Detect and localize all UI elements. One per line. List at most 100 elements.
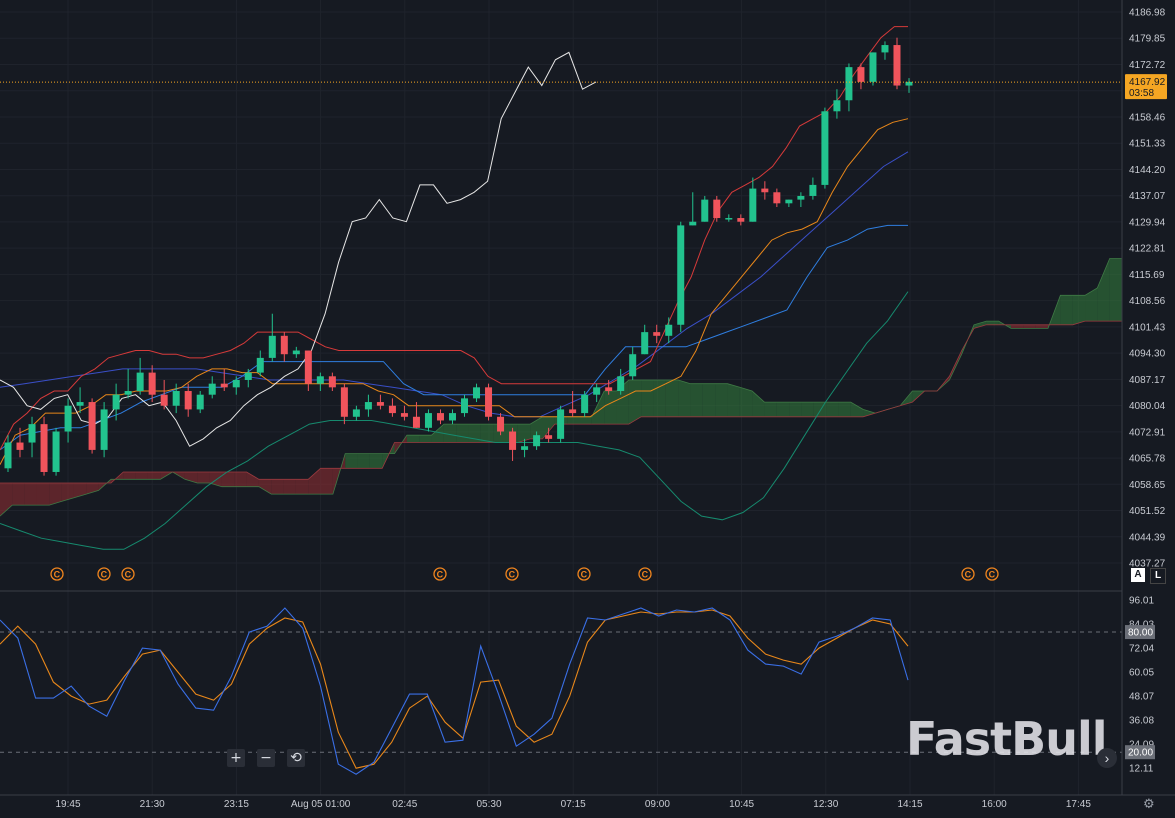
candle-body <box>713 199 721 219</box>
candle-body <box>100 409 108 450</box>
oscillator-tick-label: 12.11 <box>1129 764 1154 775</box>
oscillator-level-label: 80.00 <box>1128 628 1153 639</box>
candle-body <box>785 199 793 204</box>
candle-body <box>497 416 505 432</box>
auto-scale-button[interactable]: A <box>1131 568 1145 582</box>
candle-body <box>76 402 84 406</box>
zoom-in-button[interactable]: + <box>227 749 245 767</box>
candle-body <box>689 221 697 226</box>
candle-body <box>773 192 781 204</box>
candle-body <box>220 383 228 388</box>
candle-body <box>797 195 805 200</box>
candle-body <box>761 188 769 193</box>
event-marker-label: C <box>642 570 649 580</box>
candle-body <box>28 424 36 443</box>
gear-icon[interactable]: ⚙ <box>1143 796 1155 811</box>
price-tick-label: 4122.81 <box>1129 244 1166 255</box>
candle-body <box>16 442 24 450</box>
cloud-segment <box>221 471 235 487</box>
event-marker-icon <box>985 567 999 581</box>
cloud-segment <box>739 387 753 417</box>
cloud-segment <box>357 453 370 469</box>
scroll-right-button[interactable]: › <box>1097 748 1117 768</box>
candle-body <box>256 357 264 373</box>
price-tick-label: 4151.33 <box>1129 139 1166 150</box>
cloud-span-b-line <box>0 320 1122 484</box>
cloud-segment <box>197 471 210 484</box>
time-tick-label: 19:45 <box>55 799 80 810</box>
time-tick-label: 09:00 <box>645 799 670 810</box>
candle-body <box>545 435 553 439</box>
candle-body <box>701 199 709 222</box>
cloud-segment <box>369 453 383 469</box>
candle-body <box>509 431 517 450</box>
time-tick-label: 21:30 <box>140 799 165 810</box>
candle-body <box>232 379 240 388</box>
time-tick-label: 02:45 <box>392 799 417 810</box>
navy-line <box>0 151 909 418</box>
cloud-segment <box>406 435 420 443</box>
cloud-segment <box>1072 295 1086 325</box>
candle-body <box>617 376 625 392</box>
candle-body <box>88 402 96 450</box>
cloud-span-a-line <box>0 258 1122 517</box>
candle-body <box>328 376 336 388</box>
time-tick-label: 07:15 <box>561 799 586 810</box>
cloud-segment <box>283 479 296 495</box>
oscillator-tick-label: 24.09 <box>1129 740 1154 751</box>
candle-body <box>845 67 853 101</box>
price-tick-label: 4101.43 <box>1129 322 1166 333</box>
candle-body <box>581 394 589 414</box>
event-marker-icon <box>638 567 652 581</box>
reset-chart-button[interactable]: ⟲ <box>287 749 305 767</box>
cloud-segment <box>345 453 358 469</box>
candle-body <box>569 409 577 414</box>
candle-body <box>364 402 372 410</box>
candle-body <box>376 402 384 406</box>
log-scale-button[interactable]: L <box>1150 568 1166 584</box>
price-tick-label: 4186.98 <box>1129 8 1166 19</box>
cloud-segment <box>12 483 25 506</box>
price-tick-label: 4108.56 <box>1129 296 1166 307</box>
candle-body <box>352 409 360 417</box>
price-tick-label: 4037.27 <box>1129 559 1166 570</box>
cloud-segment <box>1097 258 1110 322</box>
candle-body <box>461 398 469 414</box>
time-tick-label: 17:45 <box>1066 799 1091 810</box>
cloud-segment <box>727 383 740 417</box>
candle-body <box>4 442 12 469</box>
cloud-segment <box>36 483 50 506</box>
candle-body <box>905 81 913 86</box>
candle-body <box>388 405 396 414</box>
candle-body <box>605 387 613 392</box>
candle-body <box>208 383 216 395</box>
current-price-badge <box>1125 74 1167 100</box>
cloud-segment <box>419 435 432 443</box>
candle-body <box>148 372 156 395</box>
cloud-segment <box>271 479 284 495</box>
cloud-segment <box>653 379 666 417</box>
cloud-segment <box>123 471 136 480</box>
teal-line <box>0 291 909 550</box>
cloud-segment <box>49 483 62 506</box>
candle-body <box>725 218 733 220</box>
candle-body <box>557 409 565 439</box>
cloud-segment <box>826 402 839 417</box>
candle-body <box>196 394 204 410</box>
cloud-segment <box>0 483 13 517</box>
candle-body <box>653 332 661 336</box>
candle-body <box>316 376 324 384</box>
candle-body <box>40 424 48 472</box>
time-tick-label: 12:30 <box>813 799 838 810</box>
candle-body <box>160 394 168 406</box>
cloud-segment <box>567 416 580 425</box>
candle-body <box>677 225 685 325</box>
cloud-segment <box>974 321 987 329</box>
cloud-segment <box>764 402 777 417</box>
candle-body <box>737 218 745 222</box>
cloud-segment <box>443 424 457 443</box>
candle-body <box>244 372 252 380</box>
zoom-out-button[interactable]: − <box>257 749 275 767</box>
price-countdown-label: 03:58 <box>1129 88 1154 99</box>
